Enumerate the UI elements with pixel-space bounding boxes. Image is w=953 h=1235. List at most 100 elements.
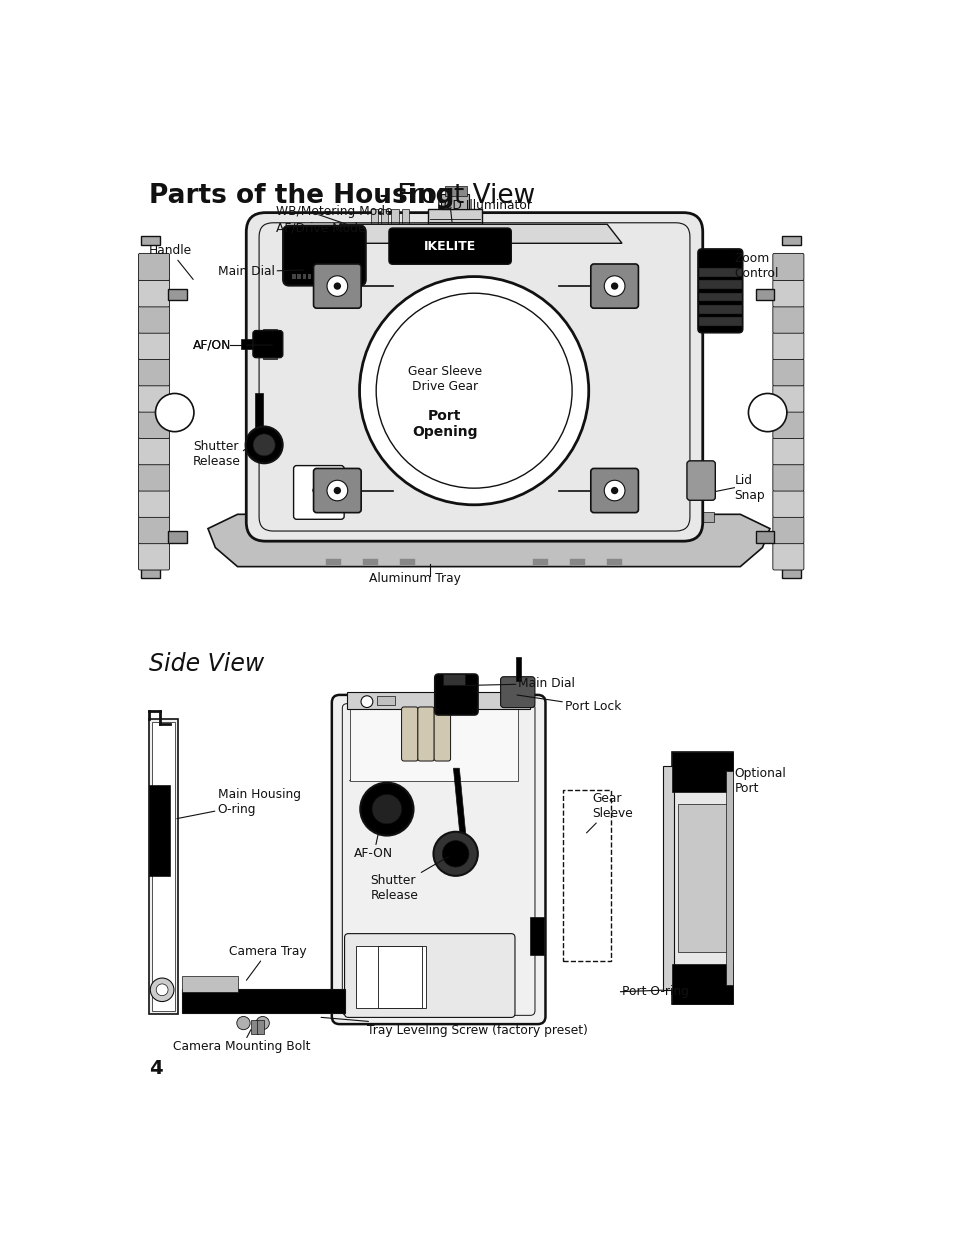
Circle shape <box>360 783 413 836</box>
Ellipse shape <box>359 277 588 505</box>
Circle shape <box>603 480 624 501</box>
Bar <box>149 719 178 1014</box>
FancyBboxPatch shape <box>772 516 803 543</box>
Text: Main Housing
O-ring: Main Housing O-ring <box>176 788 300 819</box>
Circle shape <box>603 275 624 296</box>
Text: Parts of the Housing: Parts of the Housing <box>149 183 454 210</box>
FancyBboxPatch shape <box>500 677 535 708</box>
FancyBboxPatch shape <box>772 464 803 492</box>
Bar <box>533 559 547 564</box>
Bar <box>672 752 732 1004</box>
FancyBboxPatch shape <box>138 385 170 412</box>
FancyBboxPatch shape <box>138 543 170 571</box>
FancyBboxPatch shape <box>772 253 803 280</box>
Bar <box>313 274 316 279</box>
Bar <box>699 317 741 326</box>
Circle shape <box>334 283 341 290</box>
Bar <box>292 274 295 279</box>
Circle shape <box>334 487 341 494</box>
FancyBboxPatch shape <box>435 674 477 715</box>
Bar <box>401 209 409 237</box>
Bar <box>328 274 332 279</box>
Bar <box>400 559 415 564</box>
Circle shape <box>433 831 477 876</box>
Bar <box>355 946 426 1008</box>
Bar <box>755 531 774 543</box>
Bar <box>662 766 673 989</box>
Circle shape <box>155 394 193 432</box>
Bar <box>781 568 801 578</box>
Bar <box>149 785 170 876</box>
FancyBboxPatch shape <box>590 264 638 309</box>
Bar <box>344 274 347 279</box>
Text: 4: 4 <box>149 1060 162 1078</box>
FancyBboxPatch shape <box>253 331 282 358</box>
Bar <box>678 804 726 952</box>
FancyBboxPatch shape <box>138 358 170 385</box>
FancyBboxPatch shape <box>772 543 803 571</box>
Bar <box>349 274 353 279</box>
Text: LCD Illuminator: LCD Illuminator <box>436 199 532 211</box>
FancyBboxPatch shape <box>138 332 170 359</box>
Bar <box>263 329 276 359</box>
FancyBboxPatch shape <box>772 385 803 412</box>
Bar <box>254 393 263 440</box>
FancyBboxPatch shape <box>283 226 365 285</box>
Text: IKELITE: IKELITE <box>424 240 476 253</box>
Bar <box>141 236 160 246</box>
Bar <box>182 989 344 1013</box>
Bar <box>699 293 741 301</box>
Circle shape <box>327 275 347 296</box>
FancyBboxPatch shape <box>772 279 803 306</box>
Bar <box>297 274 301 279</box>
Bar <box>256 1020 264 1035</box>
Text: AF-ON: AF-ON <box>354 835 393 861</box>
Circle shape <box>610 487 618 494</box>
Bar <box>141 568 160 578</box>
Polygon shape <box>453 768 466 845</box>
FancyBboxPatch shape <box>772 306 803 333</box>
FancyBboxPatch shape <box>389 228 511 264</box>
Bar <box>444 186 466 196</box>
Circle shape <box>372 794 401 824</box>
Circle shape <box>442 841 469 867</box>
FancyBboxPatch shape <box>772 490 803 517</box>
Text: Port Lock: Port Lock <box>517 695 620 713</box>
Text: Handle: Handle <box>149 245 193 279</box>
Text: Shutter
Release: Shutter Release <box>370 857 448 902</box>
Circle shape <box>246 426 282 463</box>
Bar <box>255 513 714 522</box>
FancyBboxPatch shape <box>417 706 434 761</box>
Circle shape <box>610 283 618 290</box>
Bar <box>350 706 518 781</box>
FancyBboxPatch shape <box>314 468 361 513</box>
Text: AF/Drive Mode: AF/Drive Mode <box>275 221 365 235</box>
Text: Port
Opening: Port Opening <box>412 409 476 440</box>
FancyBboxPatch shape <box>686 461 715 500</box>
Bar <box>334 274 337 279</box>
Circle shape <box>156 984 168 995</box>
Polygon shape <box>326 225 621 243</box>
Circle shape <box>748 394 786 432</box>
FancyBboxPatch shape <box>772 358 803 385</box>
Circle shape <box>236 1016 250 1030</box>
FancyBboxPatch shape <box>138 464 170 492</box>
Text: Port O-ring: Port O-ring <box>621 986 688 998</box>
Text: Gear Sleeve
Drive Gear: Gear Sleeve Drive Gear <box>407 366 481 393</box>
FancyBboxPatch shape <box>138 253 170 280</box>
Text: Aluminum Tray: Aluminum Tray <box>369 573 460 585</box>
Circle shape <box>151 978 173 1002</box>
Bar <box>168 289 187 300</box>
FancyBboxPatch shape <box>772 332 803 359</box>
Text: Side View: Side View <box>149 652 264 677</box>
Bar <box>440 194 469 209</box>
Text: Zoom
Control: Zoom Control <box>734 252 778 280</box>
Bar <box>347 692 530 709</box>
Bar <box>241 340 272 348</box>
FancyBboxPatch shape <box>294 466 344 519</box>
Text: WB/Metering Mode: WB/Metering Mode <box>275 205 392 219</box>
Bar <box>755 289 774 300</box>
FancyBboxPatch shape <box>772 411 803 438</box>
Bar <box>562 790 610 961</box>
FancyBboxPatch shape <box>138 437 170 464</box>
